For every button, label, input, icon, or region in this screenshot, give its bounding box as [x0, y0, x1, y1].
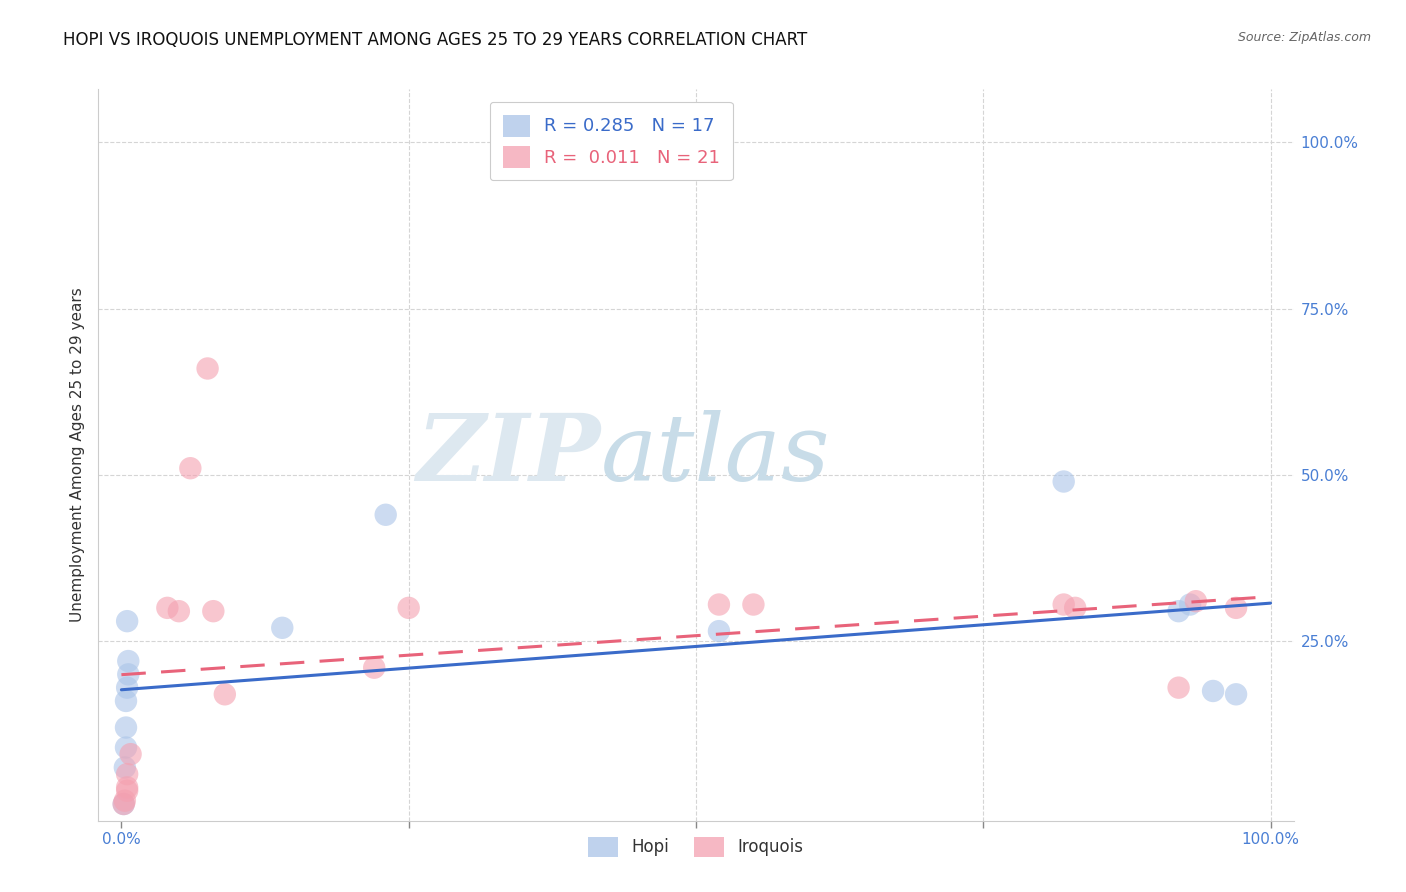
- Point: [167, 604, 190, 618]
- Point: [115, 721, 138, 735]
- Point: [1225, 687, 1247, 701]
- Point: [115, 681, 138, 695]
- Point: [707, 598, 730, 612]
- Legend: Hopi, Iroquois: Hopi, Iroquois: [582, 830, 810, 863]
- Point: [1178, 598, 1201, 612]
- Point: [1053, 598, 1076, 612]
- Point: [115, 780, 138, 795]
- Point: [197, 361, 219, 376]
- Point: [112, 797, 135, 811]
- Point: [374, 508, 396, 522]
- Point: [398, 600, 420, 615]
- Point: [117, 667, 139, 681]
- Point: [114, 760, 136, 774]
- Point: [742, 598, 765, 612]
- Point: [271, 621, 294, 635]
- Point: [156, 600, 179, 615]
- Point: [115, 767, 138, 781]
- Point: [1064, 600, 1087, 615]
- Point: [363, 661, 385, 675]
- Point: [202, 604, 225, 618]
- Point: [707, 624, 730, 639]
- Text: HOPI VS IROQUOIS UNEMPLOYMENT AMONG AGES 25 TO 29 YEARS CORRELATION CHART: HOPI VS IROQUOIS UNEMPLOYMENT AMONG AGES…: [63, 31, 807, 49]
- Text: atlas: atlas: [600, 410, 830, 500]
- Point: [120, 747, 142, 761]
- Point: [115, 694, 138, 708]
- Point: [1167, 681, 1189, 695]
- Point: [179, 461, 201, 475]
- Point: [1225, 600, 1247, 615]
- Point: [115, 614, 138, 628]
- Point: [1185, 594, 1208, 608]
- Point: [114, 794, 136, 808]
- Text: ZIP: ZIP: [416, 410, 600, 500]
- Point: [1053, 475, 1076, 489]
- Point: [1167, 604, 1189, 618]
- Point: [117, 654, 139, 668]
- Point: [115, 783, 138, 797]
- Point: [115, 740, 138, 755]
- Point: [1202, 684, 1225, 698]
- Point: [112, 797, 135, 811]
- Text: Source: ZipAtlas.com: Source: ZipAtlas.com: [1237, 31, 1371, 45]
- Point: [214, 687, 236, 701]
- Y-axis label: Unemployment Among Ages 25 to 29 years: Unemployment Among Ages 25 to 29 years: [69, 287, 84, 623]
